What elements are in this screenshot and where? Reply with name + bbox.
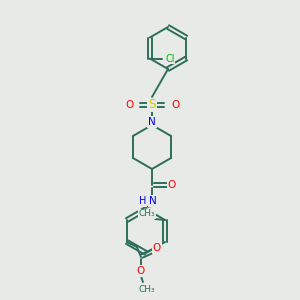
Text: CH₃: CH₃ <box>139 286 155 295</box>
Text: N: N <box>149 196 157 206</box>
Text: Cl: Cl <box>165 53 175 64</box>
Text: O: O <box>137 266 145 276</box>
Text: O: O <box>153 243 161 253</box>
Text: N: N <box>148 117 156 127</box>
Text: O: O <box>125 100 133 110</box>
Text: S: S <box>148 98 156 112</box>
Text: CH₃: CH₃ <box>139 209 155 218</box>
Text: O: O <box>171 100 179 110</box>
Text: O: O <box>168 180 176 190</box>
Text: H: H <box>139 196 147 206</box>
